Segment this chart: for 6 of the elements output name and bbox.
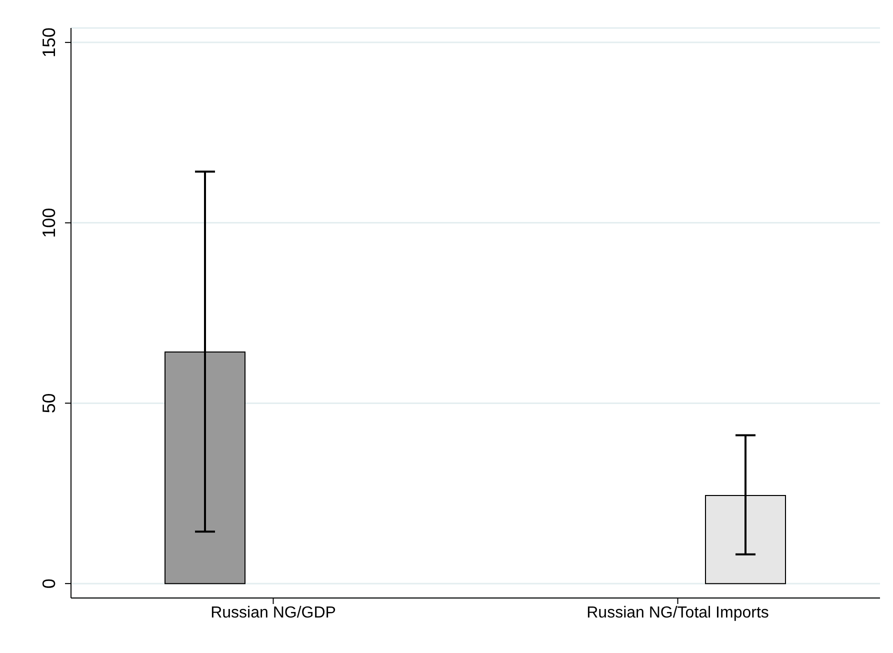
y-tick-label: 150 <box>39 27 59 58</box>
y-tick-label: 0 <box>39 578 59 589</box>
y-tick-label: 50 <box>39 393 59 414</box>
x-tick-label: Russian NG/Total Imports <box>586 604 769 622</box>
y-tick-label: 100 <box>39 208 59 238</box>
x-tick-label: Russian NG/GDP <box>210 604 336 622</box>
